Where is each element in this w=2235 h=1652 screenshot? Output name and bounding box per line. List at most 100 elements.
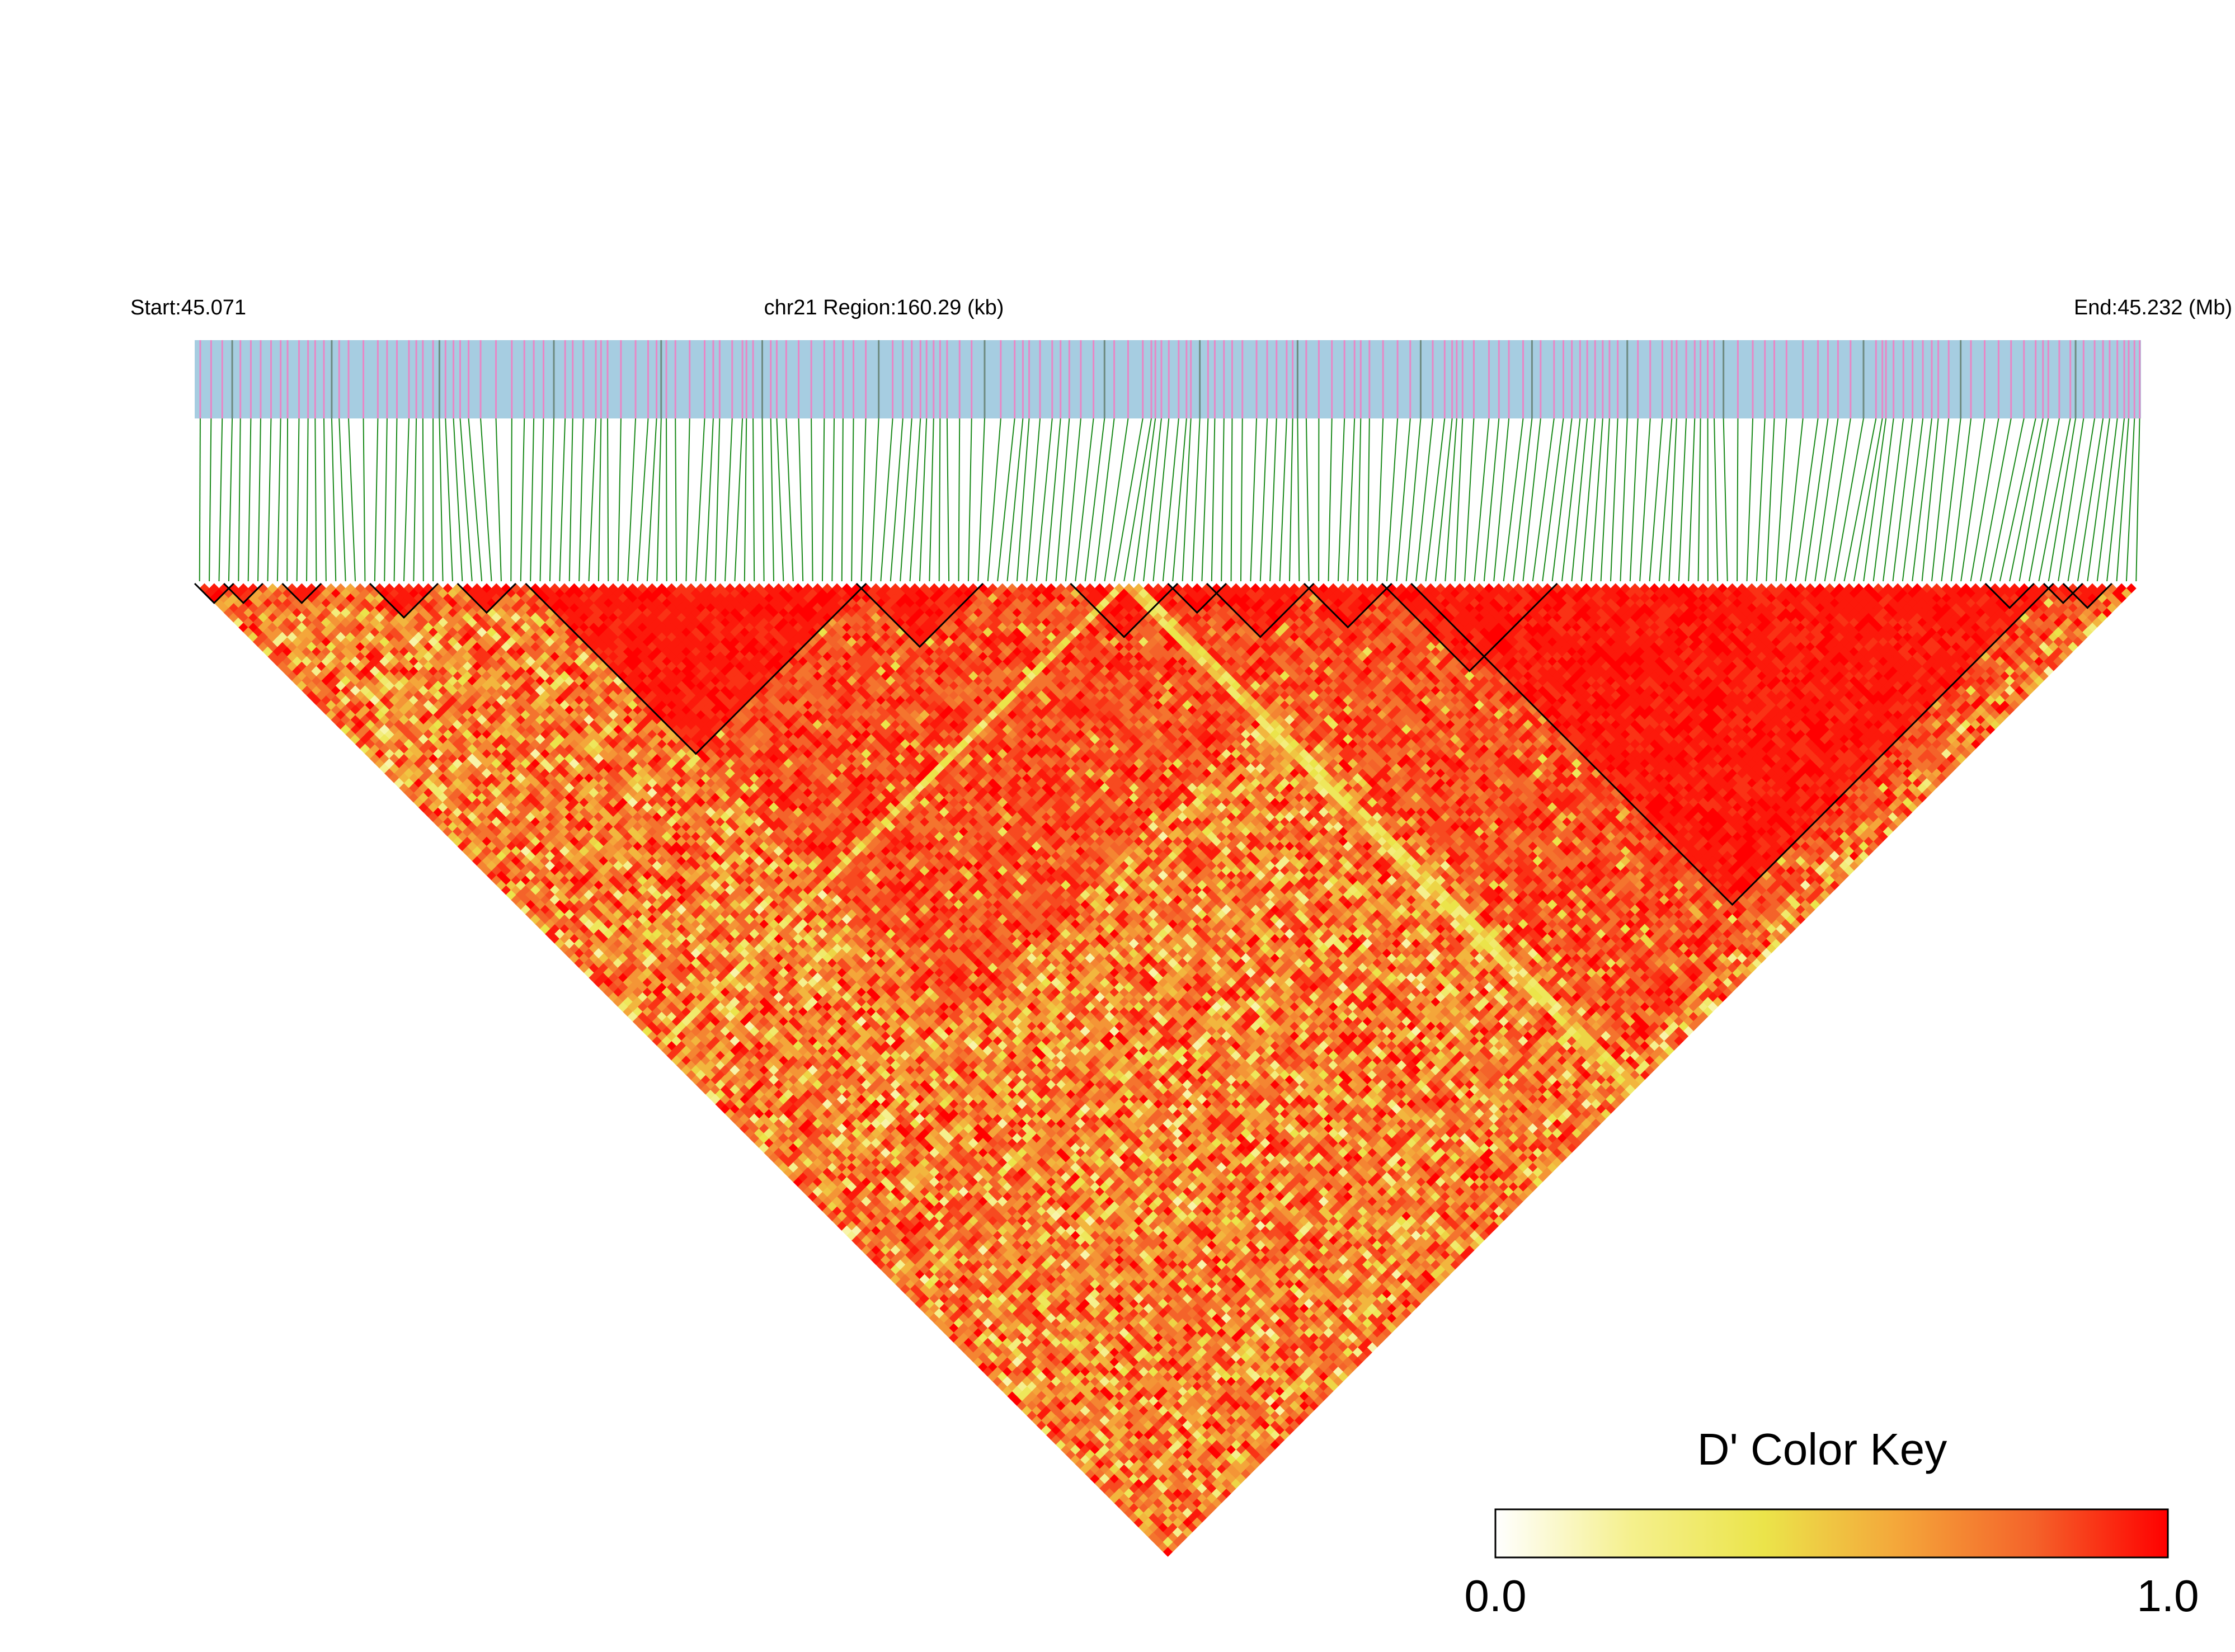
snp-connector (1337, 418, 1345, 582)
snp-connector (403, 418, 410, 582)
snp-connector (1493, 418, 1510, 582)
snp-connector (510, 418, 512, 582)
snp-connector (1513, 418, 1533, 582)
snp-connector (1814, 418, 1839, 582)
snp-connector (919, 418, 928, 582)
snp-connector (1259, 418, 1268, 582)
color-key-max-label: 1.0 (2137, 1571, 2199, 1621)
snp-connector (1746, 418, 1754, 582)
snp-connector (1775, 418, 1787, 582)
snp-connector (530, 418, 535, 582)
snp-connector (1123, 418, 1152, 582)
snp-connector (1415, 418, 1434, 582)
snp-connector (1434, 418, 1453, 582)
snp-connector (539, 418, 544, 582)
snp-connector (695, 418, 705, 582)
snp-connector (520, 418, 525, 582)
snp-connector (2009, 418, 2044, 582)
snp-connector (2106, 418, 2125, 582)
snp-connector (617, 418, 622, 582)
snp-connector (744, 418, 747, 582)
snp-connector (2018, 418, 2049, 582)
snp-connector (1046, 418, 1061, 582)
snp-connector (2077, 418, 2104, 582)
snp-connector (1279, 418, 1287, 582)
snp-connector (468, 418, 483, 582)
haplotype-block-outline (1070, 582, 1178, 638)
snp-connector (821, 418, 825, 582)
snp-position-track (195, 340, 2141, 418)
snp-connector (1697, 418, 1701, 582)
snp-connector (1250, 418, 1258, 582)
snp-connector (384, 418, 388, 582)
haplotype-block-outline (525, 582, 867, 755)
snp-connector (1843, 418, 1877, 582)
snp-connector (568, 418, 573, 582)
snp-connector (578, 418, 584, 582)
snp-connector (724, 418, 733, 582)
snp-connector (997, 418, 1015, 582)
snp-connector (1386, 418, 1399, 582)
snp-connector (218, 418, 223, 582)
snp-connector (276, 418, 281, 582)
snp-connector (459, 418, 473, 582)
snp-connector (1950, 418, 1972, 582)
haplotype-block-outline (457, 582, 517, 614)
snp-connector (1688, 418, 1696, 582)
snp-connector (480, 418, 492, 582)
snp-connector (752, 418, 755, 582)
snp-connector (1503, 418, 1524, 582)
snp-connector (946, 418, 950, 582)
snp-connector (646, 418, 657, 582)
snp-connector (685, 418, 690, 582)
snp-connector (1269, 418, 1277, 582)
snp-connector (597, 418, 602, 582)
snp-connector (1474, 418, 1490, 582)
snp-connector (238, 418, 241, 582)
snp-connector (286, 418, 289, 582)
snp-connector (1026, 418, 1041, 582)
snp-connector (1084, 418, 1105, 582)
snp-connector (785, 418, 794, 582)
snp-connector (1668, 418, 1677, 582)
snp-connector (1551, 418, 1573, 582)
start-label: Start:45.071 (130, 296, 246, 319)
snp-connector (1221, 418, 1225, 582)
snp-connector (1610, 418, 1618, 582)
snp-connector (1240, 418, 1243, 582)
heatmap-cell-group (272, 612, 2015, 1538)
snp-connector (880, 418, 893, 582)
snp-connector (705, 418, 714, 582)
snp-connector (1999, 418, 2036, 582)
snp-connector (714, 418, 721, 582)
snp-connector (1649, 418, 1663, 582)
snp-connector (967, 418, 972, 582)
snp-connector (900, 418, 912, 582)
snp-connector (393, 418, 398, 582)
snp-connector (331, 418, 337, 582)
snp-connector (1152, 418, 1170, 582)
snp-connector (1571, 418, 1588, 582)
snp-connector (1714, 418, 1719, 582)
snp-connector (374, 418, 379, 582)
snp-connector (977, 418, 985, 582)
snp-connector (1863, 418, 1887, 582)
snp-connector (798, 418, 804, 582)
snp-connector (851, 418, 854, 582)
color-key: D' Color Key 0.0 1.0 (1464, 1424, 2199, 1621)
snp-connector (2096, 418, 2118, 582)
snp-connector-lines (199, 418, 2140, 582)
color-key-bar (1494, 1508, 2169, 1559)
snp-connector (1600, 418, 1610, 582)
snp-connector (1542, 418, 1564, 582)
snp-connector (1658, 418, 1673, 582)
color-key-min-label: 0.0 (1464, 1571, 1526, 1621)
haplotype-block-outline (1303, 582, 1392, 629)
snp-connector (1941, 418, 1961, 582)
snp-connector (306, 418, 309, 582)
snp-connector (2135, 418, 2140, 582)
snp-connector (1824, 418, 1851, 582)
snp-connector (1016, 418, 1030, 582)
haplotype-block-outline (2043, 582, 2083, 604)
region-label: chr21 Region:160.29 (kb) (764, 296, 1004, 319)
